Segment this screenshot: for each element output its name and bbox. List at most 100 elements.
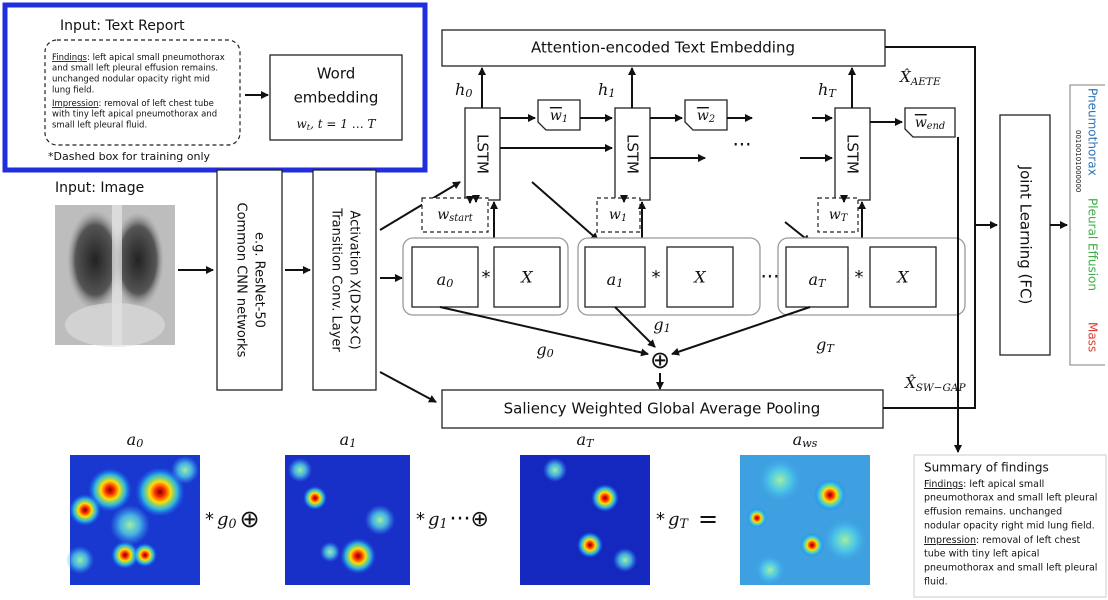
base: a	[437, 270, 447, 289]
base: a	[576, 430, 586, 449]
subscript: 1	[440, 516, 448, 531]
aete-feature: X̂AETE	[899, 68, 941, 88]
subscript: 1	[616, 277, 623, 290]
op-star: *	[205, 509, 214, 530]
output-code: 00100101000000	[1074, 130, 1082, 192]
oplus: ⊕	[650, 346, 670, 374]
line-text: : left apical small pneumothorax	[87, 53, 225, 63]
base: a	[607, 270, 617, 289]
formula-rest: , t = 1 … T	[310, 117, 376, 131]
report-line: small left pleural fluid.	[52, 121, 147, 131]
map-op: *gT=	[656, 505, 718, 533]
summary-line: pneumothorax and small left pleural	[924, 563, 1097, 574]
summary-line: effusion remains. unchanged	[924, 507, 1062, 518]
base: a	[127, 430, 137, 449]
map-label: aws	[793, 430, 818, 451]
heatmap	[520, 455, 650, 585]
subscript: 1	[621, 213, 627, 224]
transition-box	[313, 170, 376, 390]
heatmap	[66, 455, 200, 585]
diagram: Input: Text Report Findings: left apical…	[0, 0, 1108, 600]
op-tail: ···⊕	[450, 507, 489, 532]
base: g	[653, 315, 663, 334]
map-op: *g1···⊕	[416, 507, 489, 532]
subscript: 1	[608, 87, 615, 100]
summary-line: Impression: removal of left chest	[924, 535, 1081, 546]
op-tail: =	[698, 505, 718, 533]
report-line: and small left pleural effusion remains.	[52, 64, 218, 74]
base: g	[536, 340, 546, 359]
line-text: : removal of left chest tube	[99, 99, 214, 109]
summary-line: nodular opacity right mid lung field.	[924, 521, 1095, 532]
arrow	[532, 182, 598, 240]
subscript: 0	[136, 437, 143, 450]
map-label: a1	[340, 430, 357, 451]
aete-label: Attention-encoded Text Embedding	[531, 39, 795, 57]
subscript: T	[586, 437, 595, 450]
hidden-label: h0	[455, 80, 472, 101]
subscript: 2	[708, 114, 715, 125]
report-line: Findings: left apical small pneumothorax	[52, 53, 225, 63]
joint-label: Joint Learning (FC)	[1017, 165, 1035, 305]
underline: Findings	[924, 479, 963, 490]
feature-label: X	[895, 268, 909, 287]
report-line: with tiny left apical pneumothorax and	[52, 110, 217, 120]
base: w	[829, 207, 841, 223]
map-op: *g0⊕	[205, 505, 260, 533]
summary-title: Summary of findings	[924, 461, 1049, 475]
hidden-label: h1	[598, 80, 615, 101]
transition-label: Activation X(D×D×C)	[347, 210, 362, 349]
op-star: *	[656, 509, 665, 530]
cnn-box	[217, 170, 282, 390]
summary-line: pneumothorax and small left pleural	[924, 493, 1097, 504]
report-note: *Dashed box for training only	[48, 150, 211, 163]
subscript: 1	[562, 114, 568, 125]
line-text: : left apical small	[963, 479, 1044, 490]
subscript: T	[680, 516, 690, 531]
output-label: Mass	[1086, 322, 1100, 352]
subscript: end	[927, 121, 945, 132]
subscript: T	[828, 87, 837, 100]
lstm-label: LSTM	[474, 134, 492, 174]
base: a	[793, 430, 803, 449]
report-line: lung field.	[52, 86, 94, 96]
saliency-row: a0 a1 aT aws *g0⊕ *g1···⊕ *gT=	[66, 430, 870, 586]
attention-groups: a0 a1 aT * * * X X X ···	[403, 238, 965, 315]
op-tail: ⊕	[240, 505, 260, 533]
lstm-label: LSTM	[624, 134, 642, 174]
xray-image	[55, 205, 175, 347]
map-label: a0	[127, 430, 144, 451]
ellipsis: ···	[732, 133, 751, 157]
hidden-label: hT	[818, 80, 837, 101]
op-star: *	[652, 267, 661, 288]
feature-label: X	[519, 268, 533, 287]
base: w	[915, 115, 927, 131]
subscript: AETE	[910, 76, 941, 88]
map-label: aT	[576, 430, 595, 451]
report-line: Impression: removal of left chest tube	[52, 99, 214, 109]
base: w	[437, 207, 449, 223]
base: g	[428, 509, 440, 530]
word-embedding-label: embedding	[294, 89, 379, 107]
subscript: start	[449, 213, 472, 224]
subscript: 1	[349, 437, 356, 450]
transition-label: Transition Conv. Layer	[329, 207, 344, 352]
base: g	[816, 335, 826, 354]
subscript: 0	[446, 277, 453, 290]
heatmap	[285, 455, 410, 585]
image-title: Input: Image	[55, 180, 144, 196]
output-label: Pneumothorax	[1086, 88, 1100, 176]
cnn-label: e.g. ResNet-50	[252, 232, 267, 328]
summary-line: tube with tiny left apical	[924, 549, 1039, 560]
underline: Impression	[52, 99, 99, 109]
report-line: unchanged nodular opacity right mid	[52, 75, 210, 85]
summary-line: Findings: left apical small	[924, 479, 1044, 490]
cnn-label: Common CNN networks	[234, 203, 249, 358]
page: Input: Text Report Findings: left apical…	[0, 0, 1108, 600]
base: h	[818, 80, 828, 99]
gate-label: g0	[536, 340, 553, 361]
base: h	[455, 80, 465, 99]
subscript: 0	[547, 347, 554, 360]
lstm-chain: LSTM LSTM LSTM h0 h1 hT w1 w2 wend ··· w…	[422, 68, 955, 242]
subscript: 0	[229, 516, 237, 531]
